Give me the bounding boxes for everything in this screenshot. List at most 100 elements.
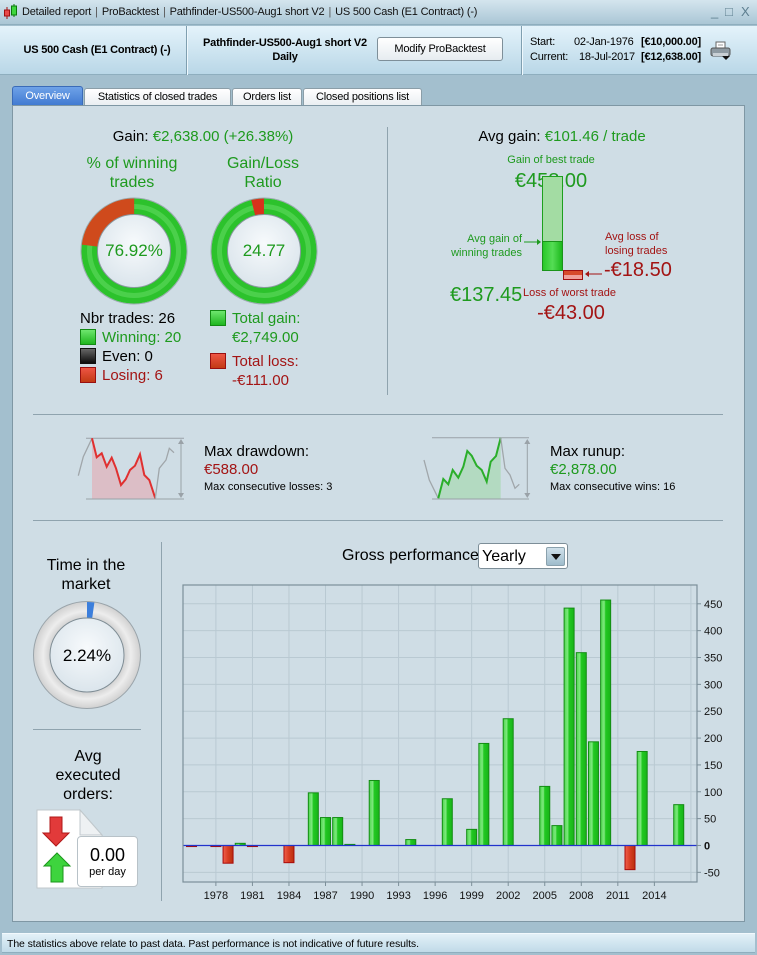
x-tick-label: 1984 <box>277 890 301 902</box>
x-tick-label: 1981 <box>240 890 264 902</box>
total-loss-swatch <box>210 353 226 369</box>
gain-loss-title-line2: Ratio <box>244 174 282 191</box>
bar-positive <box>307 792 319 846</box>
tab-closed-positions-list[interactable]: Closed positions list <box>303 88 422 106</box>
title-bar[interactable]: Detailed report | ProBacktest | Pathfinder-U… <box>0 0 757 25</box>
minimize-button[interactable]: _ <box>711 4 719 19</box>
total-gain-value: €2,749.00 <box>232 329 299 346</box>
losing-legend-swatch <box>80 367 96 383</box>
arrow-right-icon <box>524 239 541 245</box>
gain-loss-ratio-donut <box>210 197 318 305</box>
gain-loss-title-line1: Gain/Loss <box>226 155 300 172</box>
plot-frame <box>182 584 698 883</box>
x-tick-label: 1996 <box>423 890 447 902</box>
total-loss-value: -€111.00 <box>232 372 289 389</box>
x-tick-label: 1987 <box>313 890 337 902</box>
orders-per-day-box <box>77 836 138 887</box>
worst-trade-value: -€43.00 <box>537 302 605 324</box>
title-part-strategy: Pathfinder-US500-Aug1 short V2 <box>169 6 325 18</box>
avg-win-label-line2: winning trades <box>451 247 522 259</box>
even-legend-swatch <box>80 348 96 364</box>
start-capital: [€10,000.00] <box>641 36 701 48</box>
title-part-report: Detailed report <box>22 6 92 18</box>
avg-loss-bar <box>563 270 583 280</box>
winning-count: Winning: 20 <box>102 329 182 346</box>
gross-performance-label: Gross performance <box>342 547 479 564</box>
gain-summary: Gain: €2,638.00 (+26.38%) <box>83 128 323 145</box>
avg-gain-value: €101.46 / trade <box>544 128 646 145</box>
title-part-instrument: US 500 Cash (E1 Contract) (-) <box>335 6 478 18</box>
avg-orders-title-line2: executed <box>55 767 121 784</box>
bar-positive <box>600 599 612 846</box>
bar-positive <box>563 607 575 846</box>
gain-loss-ratio-value: 24.77 <box>242 241 286 260</box>
y-tick-label: -50 <box>704 867 720 879</box>
tab-overview[interactable]: Overview <box>12 86 83 106</box>
tab-statistics-of-closed-trades[interactable]: Statistics of closed trades <box>84 88 231 106</box>
donut-time-arc <box>34 602 140 708</box>
gain-loss-ratio-title: Gain/Loss Ratio <box>198 154 328 192</box>
y-tick-label: 300 <box>704 679 722 691</box>
max-runup-label: Max runup: <box>550 443 626 460</box>
bar-positive <box>466 828 478 846</box>
avg-orders-unit: per day <box>89 866 126 878</box>
modify-probacktest-button[interactable]: Modify ProBacktest <box>377 37 503 61</box>
status-bar: The statistics above relate to past data… <box>2 933 755 953</box>
y-tick-label: 0 <box>704 840 710 852</box>
period-select-value: Yearly <box>482 548 526 565</box>
period-select[interactable]: Yearly <box>478 543 568 569</box>
chevron-down-icon[interactable] <box>546 547 565 566</box>
bar-negative <box>283 844 295 864</box>
time-in-market-title: Time in the market <box>26 556 146 594</box>
title-separator: | <box>95 6 98 18</box>
winning-trades-title: % of winning trades <box>62 154 202 192</box>
total-gain-label: Total gain: <box>232 310 301 327</box>
chart-axes: -50 0 50 100 150 200 250 300 350 400 450 1978 1981 19… <box>182 584 722 902</box>
x-tick-label: 2002 <box>496 890 520 902</box>
time-in-market-title-line2: market <box>61 576 111 593</box>
total-gain-swatch <box>210 310 226 326</box>
window-title: Detailed report | ProBacktest | Pathfinder-U… <box>22 6 477 18</box>
best-trade-bar <box>542 176 563 242</box>
title-separator: | <box>328 6 332 18</box>
x-tick-label: 1978 <box>204 890 228 902</box>
gain-value: €2,638.00 (+26.38%) <box>152 128 294 145</box>
avg-orders-title-line3: orders: <box>63 786 113 803</box>
losing-count: Losing: 6 <box>102 367 163 384</box>
max-consecutive-losses: Max consecutive losses: 3 <box>204 481 333 493</box>
drawdown-illustration-icon <box>77 437 184 500</box>
printer-icon[interactable] <box>710 41 732 61</box>
x-tick-label: 2014 <box>642 890 666 902</box>
even-count: Even: 0 <box>102 348 153 365</box>
arrow-left-icon <box>585 271 602 277</box>
close-button[interactable]: X <box>741 4 750 19</box>
header-divider <box>186 26 187 75</box>
avg-win-label: Avg gain of winning trades <box>450 232 522 260</box>
arrow-up-icon <box>42 852 72 883</box>
start-date: 02-Jan-1976 <box>574 36 634 48</box>
avg-orders-title-line1: Avg <box>74 748 102 765</box>
bar-positive <box>478 742 490 846</box>
title-part-module: ProBacktest <box>101 6 159 18</box>
maximize-button[interactable]: □ <box>725 4 733 19</box>
tab-orders-list[interactable]: Orders list <box>232 88 302 106</box>
avg-win-value: €137.45 <box>450 284 523 306</box>
x-tick-label: 1990 <box>350 890 374 902</box>
nbr-trades: Nbr trades: 26 <box>80 310 176 327</box>
winning-legend-swatch <box>80 329 96 345</box>
avg-loss-label-line1: Avg loss of <box>605 231 659 243</box>
bar-positive <box>332 817 344 846</box>
bar-positive <box>587 741 599 846</box>
max-runup-value: €2,878.00 <box>550 461 617 478</box>
gain-label: Gain: <box>112 128 149 145</box>
instrument-name: US 500 Cash (E1 Contract) (-) <box>23 44 171 56</box>
current-label: Current: <box>530 51 569 63</box>
bar-negative <box>222 844 234 864</box>
plot-background <box>183 585 697 882</box>
x-tick-label: 2011 <box>606 890 630 902</box>
donut-loss-arc <box>81 198 187 304</box>
winning-trades-title-line1: % of winning <box>86 155 178 172</box>
x-tick-label: 1999 <box>459 890 483 902</box>
title-separator: | <box>162 6 166 18</box>
y-tick-label: 450 <box>704 599 722 611</box>
